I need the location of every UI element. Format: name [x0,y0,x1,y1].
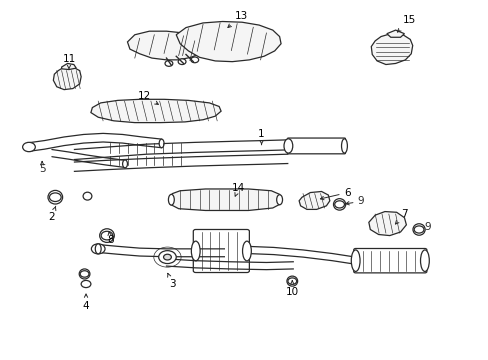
Circle shape [413,226,423,233]
Text: 15: 15 [397,15,415,32]
Circle shape [163,254,171,260]
Text: 11: 11 [62,54,76,69]
Text: 9: 9 [357,196,363,206]
Text: 6: 6 [320,188,350,200]
Ellipse shape [333,199,345,210]
Ellipse shape [341,139,346,153]
Circle shape [334,201,344,208]
Text: 10: 10 [285,281,298,297]
Circle shape [91,244,105,254]
Circle shape [287,278,296,284]
Text: 5: 5 [39,163,45,174]
Text: 4: 4 [82,294,89,311]
Ellipse shape [276,195,282,205]
Ellipse shape [412,224,424,235]
Ellipse shape [242,241,251,261]
Circle shape [81,280,91,288]
Polygon shape [386,30,404,37]
Ellipse shape [100,229,114,242]
Text: 13: 13 [227,11,247,27]
Text: 12: 12 [138,91,158,104]
Circle shape [22,142,35,152]
Polygon shape [299,192,329,210]
Polygon shape [127,31,205,60]
Ellipse shape [286,276,297,286]
Text: 9: 9 [423,222,430,232]
Polygon shape [370,34,412,64]
Text: 7: 7 [395,209,407,224]
FancyBboxPatch shape [353,248,426,273]
Polygon shape [91,99,221,123]
Text: 2: 2 [48,206,56,221]
Ellipse shape [191,241,200,261]
Circle shape [178,59,185,64]
Ellipse shape [420,250,428,271]
Circle shape [190,57,198,63]
Circle shape [80,271,89,277]
Circle shape [158,251,176,264]
Polygon shape [61,63,76,69]
Ellipse shape [95,244,101,254]
Ellipse shape [122,160,127,168]
Ellipse shape [79,269,90,279]
Text: 8: 8 [107,232,114,245]
Polygon shape [168,189,281,211]
Polygon shape [176,22,281,62]
Ellipse shape [159,139,163,148]
Ellipse shape [284,139,292,153]
Ellipse shape [83,192,92,200]
Polygon shape [53,67,81,90]
Text: 1: 1 [258,129,264,145]
Circle shape [49,193,61,202]
Ellipse shape [350,250,359,271]
Ellipse shape [48,190,62,204]
Text: 3: 3 [167,273,175,289]
FancyBboxPatch shape [193,229,249,273]
Circle shape [164,60,172,66]
Circle shape [101,231,113,240]
Polygon shape [368,212,406,235]
Ellipse shape [168,194,174,205]
Text: 14: 14 [231,183,245,196]
FancyBboxPatch shape [287,138,345,154]
